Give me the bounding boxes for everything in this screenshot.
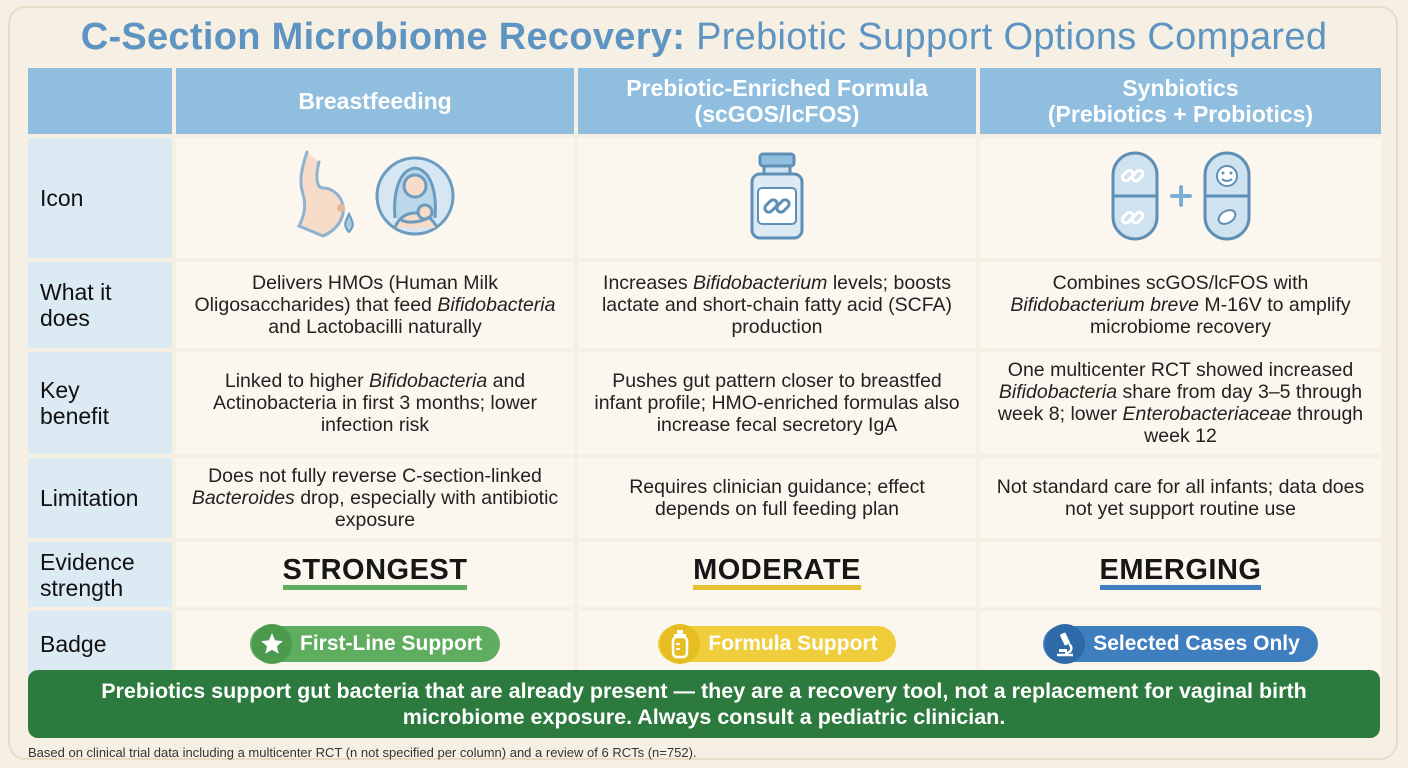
- cell-text: drop, especially with antibiotic exposur…: [294, 487, 559, 531]
- limitation-formula: Requires clinician guidance; effect depe…: [578, 458, 976, 538]
- baby-bottle-icon: [660, 624, 701, 664]
- row-label-text: Evidence: [40, 548, 135, 575]
- badge-label: Formula Support: [708, 632, 878, 655]
- banner-text: Prebiotics support gut bacteria that are…: [101, 679, 1307, 729]
- column-header-label: Prebiotic-Enriched Formula: [626, 75, 928, 101]
- icon-cell-formula: [578, 138, 976, 258]
- cell-text: through week 12: [1144, 403, 1364, 447]
- cell-text-italic: Bifidobacteria: [437, 294, 556, 316]
- cell-text: Requires clinician guidance; effect depe…: [629, 476, 925, 520]
- breast-milk-drop-icon: [293, 148, 363, 249]
- badge-label: First-Line Support: [300, 632, 482, 655]
- page-title: C-Section Microbiome Recovery: Prebiotic…: [0, 14, 1408, 60]
- cell-text: share from day 3–5 through week 8; lower: [997, 381, 1363, 425]
- row-label-text: benefit: [40, 403, 110, 429]
- key-message-banner: Prebiotics support gut bacteria that are…: [28, 670, 1380, 738]
- row-label-icon: Icon: [28, 138, 172, 258]
- row-label-limitation: Limitation: [28, 458, 172, 538]
- header-corner: [28, 68, 172, 134]
- formula-bottle-chain-icon: [746, 150, 808, 247]
- badge-label: Selected Cases Only: [1093, 632, 1300, 655]
- badge-cell-formula: Formula Support: [578, 611, 976, 677]
- cell-text: Increases: [603, 272, 693, 294]
- icon-cell-breastfeeding: [176, 138, 574, 258]
- cell-text: and Actinobacteria in first 3 months; lo…: [212, 370, 538, 436]
- page-frame: [8, 6, 1398, 760]
- cell-text-italic: Bacteroides: [191, 487, 295, 509]
- row-label-text: Badge: [40, 631, 107, 657]
- row-label-badge: Badge: [28, 611, 172, 677]
- column-header-formula: Prebiotic-Enriched Formula (scGOS/lcFOS): [578, 68, 976, 134]
- prebiotic-capsule-icon: [1110, 150, 1160, 247]
- key-benefit-breastfeeding: Linked to higher Bifidobacteria and Acti…: [176, 352, 574, 454]
- comparison-table: Breastfeeding Prebiotic-Enriched Formula…: [28, 68, 1381, 677]
- title-bold: C-Section Microbiome Recovery:: [80, 16, 686, 58]
- cell-text: Does not fully reverse C-section-linked: [208, 465, 542, 487]
- plus-icon: [1169, 184, 1192, 212]
- row-label-evidence-strength: Evidence strength: [28, 542, 172, 607]
- cell-text: One multicenter RCT showed increased: [1007, 359, 1354, 381]
- row-label-text: Key: [40, 377, 80, 403]
- column-header-sublabel: (Prebiotics + Probiotics): [1047, 101, 1314, 127]
- limitation-breastfeeding: Does not fully reverse C-section-linked …: [176, 458, 574, 538]
- icon-cell-synbiotics: [980, 138, 1381, 258]
- cell-text: Not standard care for all infants; data …: [996, 476, 1365, 520]
- cell-text-italic: Bifidobacterium breve: [1010, 294, 1199, 316]
- row-label-text: strength: [40, 574, 124, 601]
- row-label-text: Icon: [40, 185, 84, 211]
- cell-text: and Lactobacilli naturally: [268, 316, 482, 338]
- cell-text-italic: Bifidobacteria: [369, 370, 488, 392]
- title-light: Prebiotic Support Options Compared: [696, 16, 1328, 58]
- cell-text: levels; boosts lactate and short-chain f…: [601, 272, 953, 338]
- badge-selected-cases-only: Selected Cases Only: [1043, 624, 1318, 664]
- cell-text: Linked to higher: [224, 370, 370, 392]
- column-header-breastfeeding: Breastfeeding: [176, 68, 574, 134]
- row-label-text: Limitation: [40, 485, 139, 511]
- cell-text: Pushes gut pattern closer to breastfed i…: [594, 370, 960, 436]
- mother-holding-baby-icon: [373, 148, 457, 249]
- badge-cell-synbiotics: Selected Cases Only: [980, 611, 1381, 677]
- evidence-strength-label: MODERATE: [693, 556, 861, 590]
- footnote: Based on clinical trial data including a…: [28, 745, 697, 760]
- microscope-icon: [1045, 624, 1086, 664]
- limitation-synbiotics: Not standard care for all infants; data …: [980, 458, 1381, 538]
- evidence-synbiotics: EMERGING: [980, 542, 1381, 607]
- what-it-does-breastfeeding: Delivers HMOs (Human Milk Oligosaccharid…: [176, 262, 574, 348]
- column-header-sublabel: (scGOS/lcFOS): [694, 101, 860, 127]
- probiotic-capsule-icon: [1202, 150, 1252, 247]
- evidence-strength-label: EMERGING: [1099, 556, 1262, 590]
- row-label-text: does: [40, 305, 90, 331]
- row-label-text: What it: [40, 279, 112, 305]
- column-header-synbiotics: Synbiotics (Prebiotics + Probiotics): [980, 68, 1381, 134]
- badge-formula-support: Formula Support: [658, 624, 896, 664]
- column-header-label: Synbiotics: [1122, 75, 1239, 101]
- cell-text: M-16V to amplify microbiome recovery: [1090, 294, 1351, 338]
- cell-text-italic: Bifidobacteria: [998, 381, 1118, 403]
- what-it-does-formula: Increases Bifidobacterium levels; boosts…: [578, 262, 976, 348]
- cell-text: Combines scGOS/lcFOS with: [1052, 272, 1309, 294]
- key-benefit-formula: Pushes gut pattern closer to breastfed i…: [578, 352, 976, 454]
- column-header-label: Breastfeeding: [298, 88, 452, 114]
- what-it-does-synbiotics: Combines scGOS/lcFOS with Bifidobacteriu…: [980, 262, 1381, 348]
- cell-text-italic: Enterobacteriaceae: [1122, 403, 1292, 425]
- badge-first-line-support: First-Line Support: [250, 624, 500, 664]
- cell-text: Delivers HMOs (Human Milk Oligosaccharid…: [194, 272, 498, 316]
- row-label-what-it-does: What it does: [28, 262, 172, 348]
- key-benefit-synbiotics: One multicenter RCT showed increased Bif…: [980, 352, 1381, 454]
- evidence-breastfeeding: STRONGEST: [176, 542, 574, 607]
- badge-cell-breastfeeding: First-Line Support: [176, 611, 574, 677]
- evidence-formula: MODERATE: [578, 542, 976, 607]
- row-label-key-benefit: Key benefit: [28, 352, 172, 454]
- cell-text-italic: Bifidobacterium: [693, 272, 828, 294]
- star-icon: [252, 624, 292, 664]
- evidence-strength-label: STRONGEST: [282, 556, 468, 590]
